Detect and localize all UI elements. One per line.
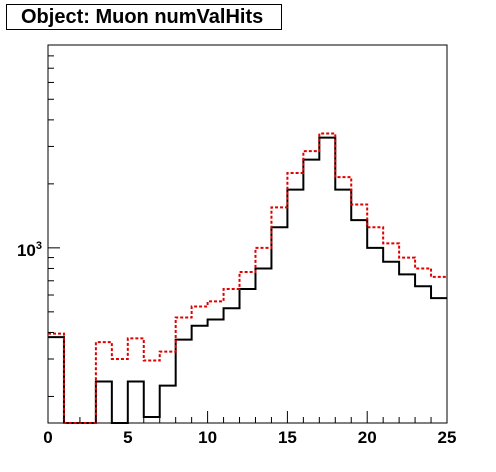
series-line-1 [48, 136, 447, 424]
plot-frame [47, 44, 448, 424]
x-tick-label: 15 [278, 428, 297, 447]
x-tick-label: 20 [358, 428, 377, 447]
y-tick-label: 103 [17, 240, 42, 260]
x-tick-label: 5 [123, 428, 132, 447]
chart-title: Object: Muon numValHits [6, 4, 282, 30]
x-tick-label: 0 [43, 428, 52, 447]
series-line-2 [48, 132, 447, 424]
x-tick-label: 10 [198, 428, 217, 447]
x-tick-label: 25 [438, 428, 457, 447]
